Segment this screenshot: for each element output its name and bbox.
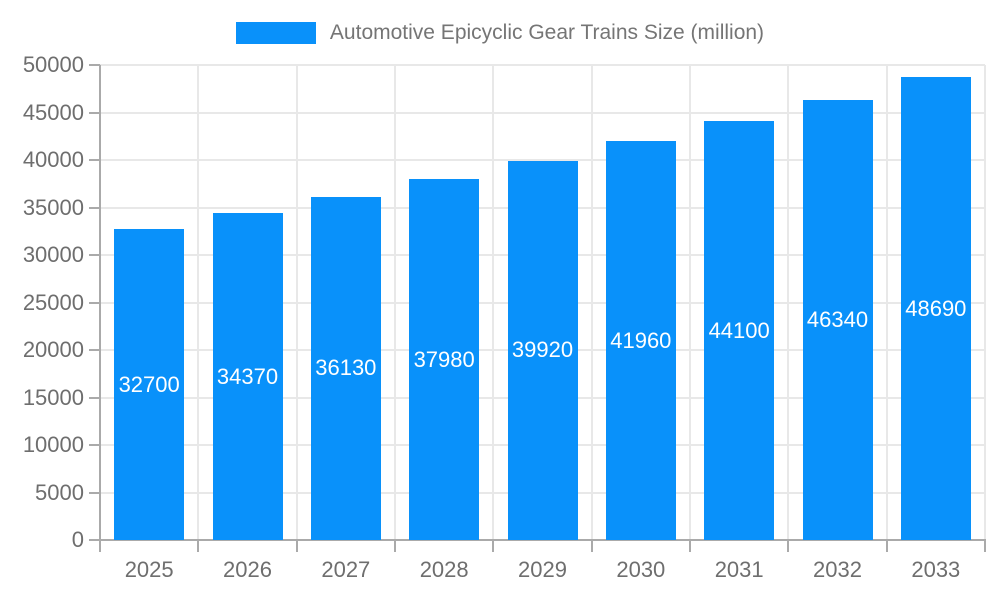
x-axis-label-2033: 2033 (911, 557, 961, 582)
bar-value-label-2032: 46340 (806, 306, 869, 332)
x-axis-tick (295, 540, 298, 552)
y-axis-tick (89, 491, 100, 494)
x-axis-label-2026: 2026 (223, 557, 272, 582)
y-axis-tick (89, 111, 100, 114)
bar-value-label-2029: 39920 (511, 337, 574, 363)
x-axis-label-2031: 2031 (714, 557, 764, 582)
gridline-vertical (295, 65, 298, 540)
legend-label: Automotive Epicyclic Gear Trains Size (m… (329, 21, 765, 44)
x-axis-tick (590, 540, 593, 552)
x-axis-label-2029: 2029 (518, 557, 567, 582)
bar-value-label-2033: 48690 (905, 295, 967, 321)
y-axis-tick (89, 206, 100, 209)
x-axis-label-2028: 2028 (419, 557, 469, 582)
x-axis-line (99, 539, 986, 541)
bar-2030: 41960 (605, 141, 676, 540)
gridline-vertical (984, 65, 986, 540)
x-axis-label-2025: 2025 (124, 557, 174, 582)
gridline-vertical (787, 65, 790, 540)
x-axis-tick (394, 540, 396, 552)
y-axis-label: 40000 (22, 147, 84, 172)
gridline-vertical (885, 65, 888, 540)
y-axis-tick (89, 396, 100, 399)
bar-2033: 48690 (900, 77, 971, 540)
bar-value-label-2030: 41960 (610, 327, 672, 353)
bar-2028: 37980 (409, 179, 480, 540)
legend[interactable]: Automotive Epicyclic Gear Trains Size (m… (0, 19, 1000, 47)
bar-value-label-2025: 32700 (118, 371, 180, 397)
y-axis-label: 35000 (22, 194, 84, 220)
gridline-vertical (492, 65, 495, 540)
x-axis-tick (885, 540, 888, 552)
x-axis-tick (984, 540, 986, 552)
gridline-horizontal (100, 159, 985, 161)
x-axis-tick (492, 540, 495, 552)
y-axis-label: 15000 (22, 384, 84, 410)
y-axis-tick (89, 254, 100, 256)
gridline-horizontal (100, 111, 985, 114)
x-axis-tick (787, 540, 790, 552)
gridline-vertical (197, 65, 200, 540)
y-axis-tick (89, 349, 100, 351)
y-axis-label: 5000 (35, 479, 84, 505)
y-axis-tick (89, 159, 100, 161)
y-axis-tick (89, 301, 100, 304)
legend-swatch-icon (235, 22, 316, 44)
y-axis-label: 45000 (22, 99, 84, 125)
y-axis-label: 20000 (22, 337, 84, 362)
y-axis-tick (89, 444, 100, 446)
x-axis-tick (197, 540, 200, 552)
y-axis-label: 10000 (22, 432, 84, 457)
bar-2027: 36130 (310, 196, 381, 540)
bar-2026: 34370 (212, 213, 283, 540)
y-axis-line (99, 65, 101, 552)
bar-2025: 32700 (114, 229, 185, 540)
y-axis-tick (89, 64, 100, 66)
y-axis-label: 50000 (22, 52, 84, 77)
bar-2029: 39920 (507, 160, 578, 540)
bar-value-label-2031: 44100 (708, 317, 770, 343)
bar-value-label-2028: 37980 (413, 346, 475, 372)
x-axis-tick (689, 540, 691, 552)
bar-2032: 46340 (802, 99, 873, 540)
y-axis-label: 0 (71, 527, 84, 552)
gridline-vertical (394, 65, 396, 540)
bar-value-label-2026: 34370 (216, 363, 279, 389)
gridline-vertical (590, 65, 593, 540)
gridline-horizontal (100, 64, 985, 66)
x-axis-label-2027: 2027 (321, 557, 371, 582)
x-axis-label-2032: 2032 (813, 557, 862, 582)
gridline-vertical (689, 65, 691, 540)
y-axis-tick (89, 539, 100, 541)
y-axis-label: 25000 (22, 289, 84, 315)
x-axis-label-2030: 2030 (616, 557, 666, 582)
bar-value-label-2027: 36130 (315, 355, 377, 381)
bar-2031: 44100 (704, 121, 775, 540)
y-axis-label: 30000 (22, 242, 84, 267)
